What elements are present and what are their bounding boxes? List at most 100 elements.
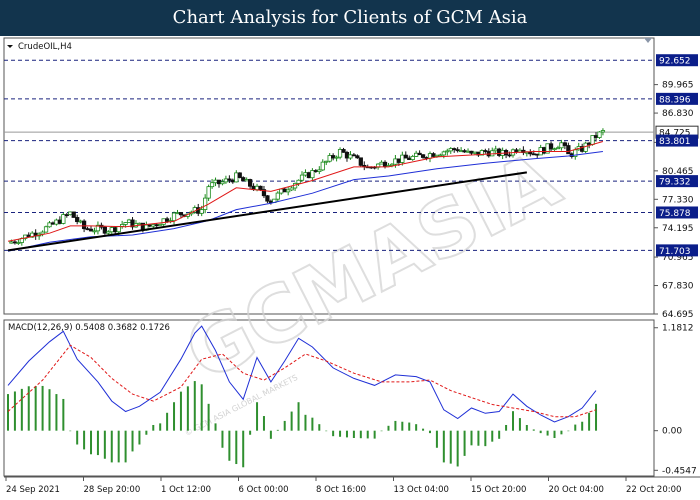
candle-body — [358, 157, 363, 166]
price-tick-label: 64.695 — [662, 310, 694, 320]
candle-body — [199, 209, 204, 214]
date-tick-label: 15 Oct 20:00 — [471, 485, 526, 495]
macd-histogram-bar — [290, 411, 293, 431]
candle-body — [275, 192, 280, 200]
candle-body — [310, 170, 315, 179]
candle-body — [337, 149, 343, 158]
candle-body — [137, 222, 142, 225]
candle-body — [154, 224, 159, 227]
candle-body — [400, 154, 405, 163]
candle-body — [535, 153, 540, 156]
macd-histogram-bar — [207, 403, 210, 431]
candle-body — [562, 142, 568, 146]
macd-histogram-bar — [394, 420, 397, 431]
macd-histogram-bar — [7, 394, 9, 431]
level-label-box — [656, 175, 698, 188]
macd-histogram-bar — [235, 430, 238, 465]
date-tick-label: 20 Oct 04:00 — [549, 485, 604, 495]
candle-body — [289, 187, 294, 191]
macd-histogram-bar — [560, 430, 563, 435]
macd-histogram-bar — [48, 389, 51, 431]
candle-body — [434, 154, 440, 157]
candle-body — [396, 158, 401, 163]
macd-histogram-bar — [90, 430, 93, 455]
level-label: 88.396 — [659, 95, 691, 105]
macd-histogram-bar — [179, 391, 182, 431]
candle-body — [438, 154, 443, 157]
macd-label: MACD(12,26,9) 0.5408 0.3682 0.1726 — [8, 323, 170, 333]
macd-histogram-bar — [435, 430, 438, 448]
macd-line — [7, 325, 597, 423]
price-tick-label: 77.330 — [662, 195, 694, 205]
candle-body — [465, 150, 471, 153]
candle-body — [227, 178, 232, 181]
date-tick-label: 1 Oct 12:00 — [161, 485, 211, 495]
candle-body — [268, 200, 273, 203]
macd-histogram-bar — [553, 430, 556, 439]
candle-body — [78, 220, 83, 223]
candle-body — [528, 151, 533, 155]
macd-histogram-bar — [525, 424, 528, 431]
candle-body — [206, 186, 211, 199]
level-label-box — [656, 92, 698, 105]
macd-histogram-bar — [588, 412, 591, 431]
price-chart-area: GCMASIA© GCM ASIA GLOBAL MARKETS64.69567… — [3, 37, 700, 495]
macd-histogram-bar — [55, 394, 58, 431]
price-tick-label: 67.830 — [662, 282, 694, 292]
level-label: 75.878 — [659, 209, 691, 219]
macd-histogram-bar — [539, 430, 542, 434]
title-banner — [0, 0, 700, 36]
candle-body — [344, 151, 350, 159]
candle-body — [431, 153, 436, 157]
candle-body — [320, 161, 325, 171]
candle-body — [237, 172, 242, 178]
candle-body — [57, 219, 63, 224]
macd-histogram-bar — [318, 424, 321, 431]
candle-body — [410, 156, 415, 161]
macd-histogram-bar — [103, 430, 106, 459]
macd-histogram-bar — [166, 412, 169, 431]
candle-body — [514, 149, 519, 153]
candle-body — [85, 228, 90, 231]
candle-body — [161, 218, 166, 225]
macd-histogram-bar — [159, 423, 162, 431]
candle-body — [331, 155, 336, 159]
candle-body — [472, 151, 478, 154]
macd-histogram-bar — [186, 386, 189, 431]
candle-body — [175, 212, 180, 214]
candle-body — [306, 172, 312, 179]
candle-body — [123, 222, 128, 225]
macd-tick-label: -0.4547 — [662, 466, 697, 476]
macd-panel-frame — [3, 319, 655, 477]
date-tick-label: 28 Sep 20:00 — [84, 485, 141, 495]
moving-average-line — [7, 141, 604, 242]
candle-body — [483, 150, 488, 152]
date-tick-label: 8 Oct 16:00 — [316, 485, 366, 495]
chart-shift-marker-icon — [644, 38, 652, 43]
candle-body — [282, 188, 287, 193]
trendline — [7, 171, 527, 252]
macd-histogram-bar — [325, 430, 328, 432]
level-label-box — [656, 206, 698, 219]
price-tick-label: 70.965 — [662, 253, 694, 263]
macd-histogram-bar — [415, 424, 418, 431]
level-label: 84.725 — [659, 129, 691, 139]
candle-body — [552, 148, 557, 151]
candle-body — [355, 155, 360, 159]
candle-body — [213, 179, 218, 184]
candle-body — [54, 219, 59, 225]
candle-body — [151, 224, 156, 227]
candle-body — [407, 157, 412, 161]
candle-body — [542, 147, 547, 154]
candle-body — [497, 148, 502, 156]
candle-body — [531, 153, 536, 156]
date-tick-label: 13 Oct 04:00 — [394, 485, 449, 495]
candle-body — [600, 130, 606, 133]
candle-body — [389, 163, 395, 166]
macd-histogram-bar — [131, 430, 134, 452]
macd-histogram-bar — [442, 430, 445, 463]
macd-histogram-bar — [477, 430, 480, 446]
candle-body — [417, 152, 422, 156]
candle-body — [448, 148, 453, 152]
candle-body — [334, 156, 339, 159]
